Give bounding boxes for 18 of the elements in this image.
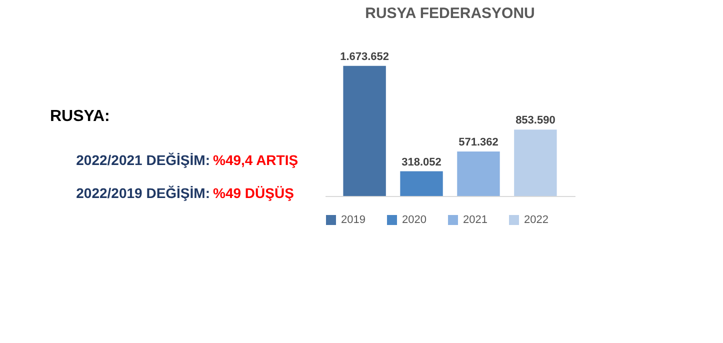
bar — [400, 171, 443, 196]
data-label: 853.590 — [516, 114, 556, 127]
bar — [343, 66, 386, 196]
text: %49,4 ARTIŞ — [213, 152, 298, 168]
text: 2022/2019 DEĞİŞİM: — [76, 185, 210, 201]
bar — [457, 152, 500, 196]
legend-label: 2022 — [524, 214, 548, 226]
text: %49 DÜŞÜŞ — [213, 185, 294, 201]
text: 2022/2021 DEĞİŞİM: — [76, 152, 210, 168]
bar — [514, 130, 557, 196]
data-label: 571.362 — [458, 136, 498, 149]
legend-label: 2021 — [463, 214, 488, 226]
data-label: 318.052 — [402, 156, 442, 168]
legend-label: 2020 — [402, 214, 426, 226]
legend-label: 2019 — [341, 214, 366, 226]
data-label: 1.673.652 — [340, 50, 390, 63]
text: RUSYA: — [50, 108, 110, 125]
chart-title: RUSYA FEDERASYONU — [365, 4, 535, 22]
